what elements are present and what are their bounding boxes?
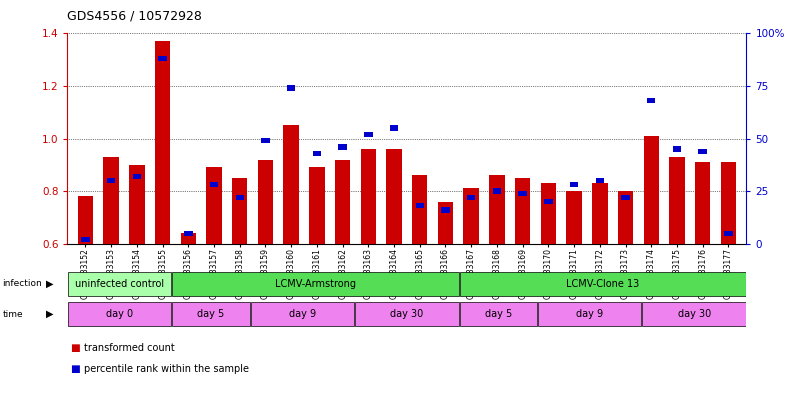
Bar: [133, 174, 141, 179]
Bar: [287, 85, 295, 91]
Bar: [464, 189, 479, 244]
Text: day 30: day 30: [677, 309, 711, 319]
Bar: [390, 125, 399, 130]
Bar: [673, 147, 681, 152]
Bar: [355, 303, 459, 326]
Bar: [283, 125, 299, 244]
Bar: [441, 208, 449, 213]
Bar: [184, 231, 193, 236]
Text: percentile rank within the sample: percentile rank within the sample: [84, 364, 249, 375]
Bar: [592, 183, 607, 244]
Bar: [642, 303, 746, 326]
Bar: [618, 191, 634, 244]
Text: day 5: day 5: [484, 309, 512, 319]
Bar: [251, 303, 354, 326]
Text: day 5: day 5: [198, 309, 225, 319]
Bar: [81, 237, 90, 242]
Bar: [515, 178, 530, 244]
Text: day 9: day 9: [576, 309, 603, 319]
Bar: [621, 195, 630, 200]
Text: LCMV-Armstrong: LCMV-Armstrong: [275, 279, 356, 289]
Bar: [724, 231, 733, 236]
Text: infection: infection: [2, 279, 42, 288]
Text: uninfected control: uninfected control: [75, 279, 164, 289]
Bar: [538, 303, 642, 326]
Bar: [647, 98, 656, 103]
Bar: [721, 162, 736, 244]
Bar: [412, 175, 427, 244]
Bar: [360, 149, 376, 244]
Bar: [518, 191, 527, 196]
Bar: [699, 149, 707, 154]
Text: day 9: day 9: [289, 309, 316, 319]
Bar: [78, 196, 93, 244]
Bar: [541, 183, 556, 244]
Bar: [103, 157, 119, 244]
Bar: [460, 303, 537, 326]
Bar: [68, 272, 172, 296]
Text: time: time: [2, 310, 23, 319]
Bar: [261, 138, 270, 143]
Text: LCMV-Clone 13: LCMV-Clone 13: [566, 279, 639, 289]
Text: ■: ■: [70, 343, 79, 353]
Bar: [107, 178, 115, 183]
Bar: [129, 165, 145, 244]
Bar: [236, 195, 244, 200]
Bar: [493, 189, 501, 194]
Text: ▶: ▶: [46, 309, 53, 319]
Bar: [695, 162, 711, 244]
Bar: [158, 56, 167, 61]
Bar: [596, 178, 604, 183]
Bar: [172, 272, 459, 296]
Bar: [338, 144, 347, 150]
Bar: [566, 191, 582, 244]
Bar: [544, 199, 553, 204]
Bar: [206, 167, 222, 244]
Bar: [387, 149, 402, 244]
Bar: [460, 272, 746, 296]
Text: ▶: ▶: [46, 279, 53, 289]
Bar: [643, 136, 659, 244]
Bar: [364, 132, 372, 137]
Bar: [155, 41, 171, 244]
Bar: [415, 203, 424, 208]
Bar: [437, 202, 453, 244]
Bar: [181, 233, 196, 244]
Bar: [570, 182, 578, 187]
Bar: [258, 160, 273, 244]
Bar: [669, 157, 684, 244]
Bar: [313, 151, 321, 156]
Text: day 30: day 30: [391, 309, 423, 319]
Bar: [489, 175, 505, 244]
Bar: [68, 303, 172, 326]
Text: ■: ■: [70, 364, 79, 375]
Bar: [172, 303, 250, 326]
Text: day 0: day 0: [106, 309, 133, 319]
Text: GDS4556 / 10572928: GDS4556 / 10572928: [67, 10, 202, 23]
Bar: [210, 182, 218, 187]
Text: transformed count: transformed count: [84, 343, 175, 353]
Bar: [232, 178, 248, 244]
Bar: [467, 195, 476, 200]
Bar: [335, 160, 350, 244]
Bar: [309, 167, 325, 244]
